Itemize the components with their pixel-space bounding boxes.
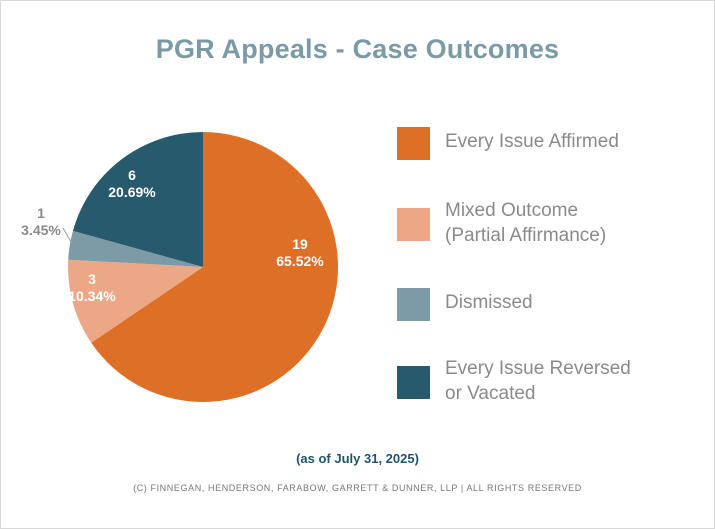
legend-swatch: [397, 127, 430, 160]
pie-slice-mixed-outcome-partial-affirmance: [68, 259, 204, 343]
slice-percent-label: 3.45%: [21, 222, 61, 238]
pie-slice-dismissed: [68, 230, 203, 267]
slice-percent-label: 20.69%: [108, 184, 156, 200]
legend-item-dismissed: Dismissed: [397, 286, 707, 346]
legend-swatch: [397, 366, 430, 399]
pie-slice-every-issue-affirmed: [91, 132, 338, 402]
legend-swatch: [397, 288, 430, 321]
legend-label: Mixed Outcome (Partial Affirmance): [445, 200, 607, 246]
slice-count-label: 3: [88, 271, 96, 287]
as-of-note: (as of July 31, 2025): [296, 451, 419, 466]
legend-label: Dismissed: [445, 292, 533, 313]
leader-line-dismissed: [62, 227, 73, 244]
legend-item-mixed-outcome-partial-affirmance: Mixed Outcome (Partial Affirmance): [397, 198, 707, 258]
legend-label: Every Issue Affirmed: [445, 131, 619, 152]
pie-slice-every-issue-reversed-or-vacated: [72, 132, 204, 267]
legend-item-every-issue-reversed-or-vacated: Every Issue Reversed or Vacated: [397, 356, 707, 416]
slice-percent-label: 65.52%: [276, 253, 324, 269]
slice-count-label: 19: [292, 236, 308, 252]
legend-swatch: [397, 208, 430, 241]
chart-title: PGR Appeals - Case Outcomes: [155, 34, 560, 64]
legend-label: Every Issue Reversed or Vacated: [445, 358, 631, 404]
slice-count-label: 1: [37, 205, 45, 221]
legend-item-every-issue-affirmed: Every Issue Affirmed: [397, 125, 707, 185]
slice-count-label: 6: [128, 167, 136, 183]
copyright-notice: (c) Finnegan, Henderson, Farabow, Garret…: [133, 483, 582, 493]
slice-percent-label: 10.34%: [68, 288, 116, 304]
